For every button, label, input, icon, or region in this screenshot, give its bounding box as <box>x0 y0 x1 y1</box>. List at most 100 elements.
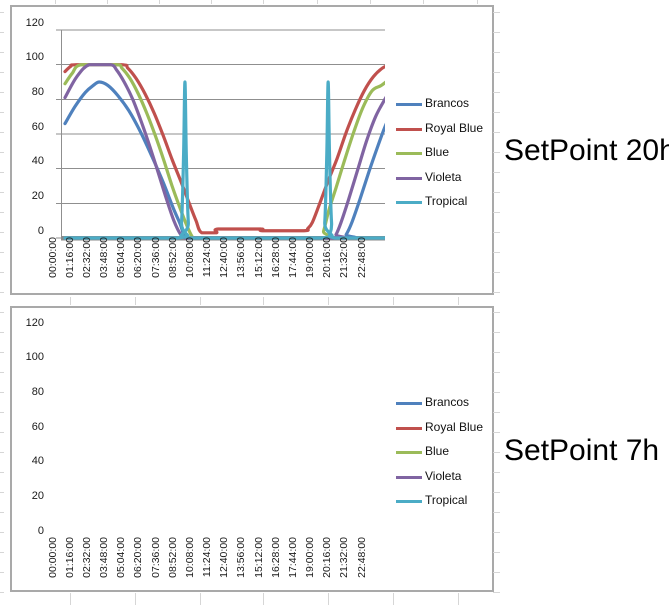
series-line-tropical[interactable] <box>63 80 385 240</box>
y-tick-label: 80 <box>31 385 44 398</box>
x-tick-label: 00:00:00 <box>46 237 59 278</box>
gridline-stub <box>0 492 4 493</box>
legend-item-label: Violeta <box>425 468 462 483</box>
gridline-stub <box>493 192 500 193</box>
gridline-stub <box>493 152 500 153</box>
y-tick-label: 60 <box>31 120 44 133</box>
chart-side-label-20h: SetPoint 20h <box>504 134 669 167</box>
gridline-stub <box>211 0 212 4</box>
x-tick-label: 17:44:00 <box>286 237 299 278</box>
x-tick-label: 06:20:00 <box>132 237 145 278</box>
gridline-stub <box>493 532 500 533</box>
x-tick-label: 20:16:00 <box>321 237 334 278</box>
legend-swatch-line <box>396 500 422 503</box>
gridline-stub <box>0 572 4 573</box>
x-tick-label: 11:24:00 <box>201 537 213 578</box>
gridline-stub <box>493 432 500 433</box>
gridline-stub <box>493 472 500 473</box>
gridline-stub <box>0 352 4 353</box>
x-tick-label: 22:48:00 <box>355 237 368 278</box>
legend-swatch-line <box>396 475 422 479</box>
x-tick-label: 00:00:00 <box>46 537 59 578</box>
gridline-stub <box>458 297 459 305</box>
legend-swatch-line <box>396 127 422 131</box>
gridline-stub <box>493 212 500 213</box>
chart-setpoint-7h[interactable] <box>10 306 494 592</box>
y-tick-label: 20 <box>31 189 44 202</box>
gridline-stub <box>0 152 4 153</box>
gridline-stub <box>55 0 56 4</box>
legend-7h: Brancos Royal Blue Blue Violeta Tropical <box>394 391 486 514</box>
x-tick-label: 16:28:00 <box>269 237 282 278</box>
x-tick-label: 08:52:00 <box>166 237 179 278</box>
x-tick-label: 12:40:00 <box>218 237 231 278</box>
gridline-stub <box>0 112 4 113</box>
gridline-stub <box>493 312 500 313</box>
gridline-stub <box>0 132 4 133</box>
gridline-stub <box>328 593 329 605</box>
gridline-stub <box>0 312 4 313</box>
legend-item[interactable]: Violeta <box>394 166 486 191</box>
legend-item[interactable]: Royal Blue <box>394 416 486 441</box>
gridline-stub <box>0 332 4 333</box>
gridline-stub <box>159 0 160 4</box>
y-tick-label: 120 <box>25 316 44 329</box>
x-tick-label: 02:32:00 <box>80 237 93 278</box>
series-line-brancos[interactable] <box>63 80 385 240</box>
series-line-violeta[interactable] <box>63 63 385 240</box>
x-tick-label: 03:48:00 <box>98 537 110 578</box>
legend-item[interactable]: Tropical <box>394 489 486 514</box>
legend-item-label: Royal Blue <box>425 419 484 434</box>
legend-item[interactable]: Blue <box>394 141 486 166</box>
gridline-stub <box>0 512 4 513</box>
legend-item[interactable]: Blue <box>394 440 486 465</box>
y-tick-label: 100 <box>25 51 44 64</box>
gridline-stub <box>493 292 500 293</box>
x-tick-label: 01:16:00 <box>63 237 76 278</box>
legend-item[interactable]: Royal Blue <box>394 117 486 142</box>
gridline-stub <box>477 0 478 4</box>
x-tick-label: 10:08:00 <box>183 237 196 278</box>
x-tick-label: 13:56:00 <box>235 237 248 278</box>
legend-item-label: Royal Blue <box>425 120 484 135</box>
gridline-stub <box>493 272 500 273</box>
legend-item[interactable]: Brancos <box>394 92 486 117</box>
gridline-stub <box>263 0 264 4</box>
gridline-stub <box>0 192 4 193</box>
y-tick-label: 40 <box>31 155 44 168</box>
x-tick-label: 12:40:00 <box>218 537 231 578</box>
gridline-stub <box>0 92 4 93</box>
gridline-stub <box>393 297 394 305</box>
x-tick-label: 07:36:00 <box>149 537 162 578</box>
y-tick-label: 120 <box>25 16 44 29</box>
legend-item[interactable]: Brancos <box>394 391 486 416</box>
gridline-stub <box>0 472 4 473</box>
x-tick-label: 13:56:00 <box>235 537 248 578</box>
gridline-stub <box>493 252 500 253</box>
legend-swatch-line <box>396 152 422 155</box>
gridline-stub <box>393 593 394 605</box>
gridline-stub <box>493 352 500 353</box>
plot-area-20h <box>56 29 385 241</box>
x-tick-label: 02:32:00 <box>80 537 93 578</box>
x-tick-label: 01:16:00 <box>63 537 76 578</box>
y-tick-label: 0 <box>37 224 44 237</box>
series-line-royal-blue[interactable] <box>63 63 385 235</box>
legend-item[interactable]: Tropical <box>394 190 486 215</box>
x-tick-label: 11:24:00 <box>201 237 213 278</box>
gridline-stub <box>0 592 4 593</box>
gridline-stub <box>493 172 500 173</box>
gridline-stub <box>135 593 136 605</box>
gridline-stub <box>493 512 500 513</box>
y-tick-label: 40 <box>31 455 44 468</box>
gridline-stub <box>493 572 500 573</box>
legend-item-label: Blue <box>425 145 450 159</box>
x-tick-label: 15:12:00 <box>252 537 265 578</box>
gridline-stub <box>0 372 4 373</box>
chart-setpoint-20h[interactable] <box>10 5 494 295</box>
legend-item-label: Tropical <box>425 194 468 208</box>
x-tick-label: 19:00:00 <box>304 237 316 278</box>
legend-item[interactable]: Violeta <box>394 465 486 490</box>
gridline-stub <box>0 292 4 293</box>
